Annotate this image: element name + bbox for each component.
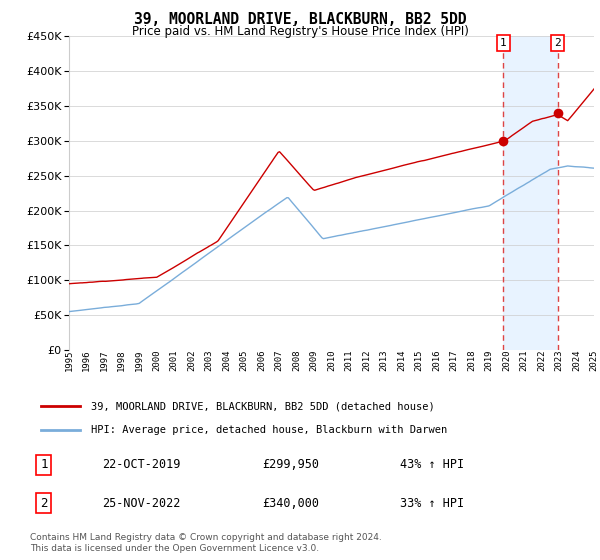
- Text: 2014: 2014: [397, 350, 406, 371]
- Text: 39, MOORLAND DRIVE, BLACKBURN, BB2 5DD: 39, MOORLAND DRIVE, BLACKBURN, BB2 5DD: [134, 12, 466, 27]
- Text: 2025: 2025: [589, 350, 599, 371]
- Text: 2005: 2005: [239, 350, 248, 371]
- Text: 2019: 2019: [485, 350, 493, 371]
- Text: 2020: 2020: [502, 350, 511, 371]
- Text: 2: 2: [40, 497, 47, 510]
- Text: Price paid vs. HM Land Registry's House Price Index (HPI): Price paid vs. HM Land Registry's House …: [131, 25, 469, 38]
- Text: 43% ↑ HPI: 43% ↑ HPI: [400, 459, 464, 472]
- Text: 2002: 2002: [187, 350, 196, 371]
- Text: 2016: 2016: [432, 350, 441, 371]
- Text: 1: 1: [500, 38, 507, 48]
- Text: 2: 2: [554, 38, 561, 48]
- Text: 1995: 1995: [65, 350, 74, 371]
- Text: 39, MOORLAND DRIVE, BLACKBURN, BB2 5DD (detached house): 39, MOORLAND DRIVE, BLACKBURN, BB2 5DD (…: [91, 401, 434, 411]
- Text: 2004: 2004: [222, 350, 231, 371]
- Text: 2012: 2012: [362, 350, 371, 371]
- Text: 2017: 2017: [449, 350, 458, 371]
- Text: 33% ↑ HPI: 33% ↑ HPI: [400, 497, 464, 510]
- Text: 2009: 2009: [310, 350, 319, 371]
- Text: 2000: 2000: [152, 350, 161, 371]
- Text: 2006: 2006: [257, 350, 266, 371]
- Text: 2024: 2024: [572, 350, 581, 371]
- Text: 25-NOV-2022: 25-NOV-2022: [102, 497, 180, 510]
- Text: 1999: 1999: [134, 350, 143, 371]
- Text: 2001: 2001: [170, 350, 179, 371]
- Text: 2018: 2018: [467, 350, 476, 371]
- Text: Contains HM Land Registry data © Crown copyright and database right 2024.
This d: Contains HM Land Registry data © Crown c…: [30, 533, 382, 553]
- Text: 2015: 2015: [415, 350, 424, 371]
- Text: 2011: 2011: [344, 350, 353, 371]
- Text: £340,000: £340,000: [262, 497, 319, 510]
- Text: 2010: 2010: [327, 350, 336, 371]
- Text: 2013: 2013: [380, 350, 389, 371]
- Text: 22-OCT-2019: 22-OCT-2019: [102, 459, 180, 472]
- Text: 1997: 1997: [100, 350, 109, 371]
- Text: 1998: 1998: [117, 350, 126, 371]
- Text: 2022: 2022: [537, 350, 546, 371]
- Text: 1: 1: [40, 459, 47, 472]
- Text: 2021: 2021: [520, 350, 529, 371]
- Text: 2008: 2008: [292, 350, 301, 371]
- Text: HPI: Average price, detached house, Blackburn with Darwen: HPI: Average price, detached house, Blac…: [91, 425, 447, 435]
- Bar: [503, 36, 557, 350]
- Text: £299,950: £299,950: [262, 459, 319, 472]
- Text: 2003: 2003: [205, 350, 214, 371]
- Text: 2023: 2023: [554, 350, 563, 371]
- Text: 1996: 1996: [82, 350, 91, 371]
- Text: 2007: 2007: [275, 350, 284, 371]
